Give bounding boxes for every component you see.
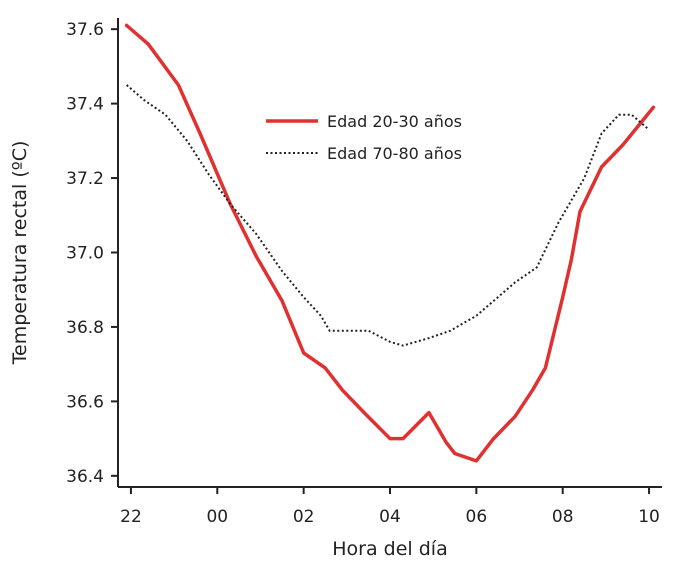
series-group (124, 23, 656, 463)
x-tick-label: 04 (379, 507, 401, 527)
x-tick-label: 06 (466, 507, 488, 527)
x-tick-label: 22 (120, 507, 142, 527)
y-ticks: 36.4 36.6 36.8 37.0 37.2 37.4 37.6 (66, 20, 118, 487)
y-tick-label: 36.6 (66, 392, 104, 412)
legend-label: Edad 20-30 años (327, 112, 462, 131)
series-line-edad-20-30 (124, 23, 656, 463)
x-ticks: 22 00 02 04 06 08 10 (120, 487, 660, 527)
y-tick-label: 36.4 (66, 467, 104, 487)
y-axis-title: Temperatura rectal (ºC) (9, 141, 31, 366)
legend: Edad 20-30 años Edad 70-80 años (266, 112, 462, 163)
legend-label: Edad 70-80 años (327, 144, 462, 163)
y-tick-label: 37.2 (66, 169, 104, 189)
y-tick-label: 37.0 (66, 244, 104, 264)
y-tick-label: 37.4 (66, 95, 104, 115)
y-tick-label: 37.6 (66, 20, 104, 40)
x-tick-label: 10 (638, 507, 660, 527)
x-axis-title: Hora del día (332, 538, 447, 560)
x-tick-label: 08 (552, 507, 574, 527)
axes (117, 18, 662, 488)
y-tick-label: 36.8 (66, 318, 104, 338)
series-line-edad-70-80 (125, 84, 650, 347)
x-tick-label: 00 (206, 507, 228, 527)
x-tick-label: 02 (293, 507, 315, 527)
